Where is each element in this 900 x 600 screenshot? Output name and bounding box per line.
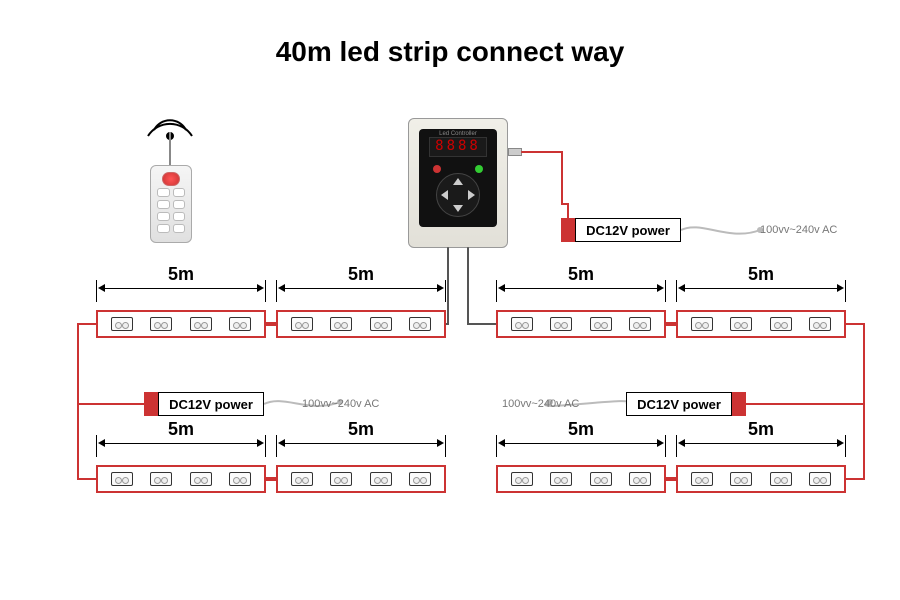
- led-strip: 5m: [276, 433, 446, 493]
- led-chip-icon: [809, 472, 831, 486]
- led-chip-icon: [150, 472, 172, 486]
- led-chip-icon: [190, 472, 212, 486]
- remote-power-icon: [162, 172, 180, 186]
- led-strip: 5m: [496, 433, 666, 493]
- arrow-up-icon: [453, 178, 463, 185]
- led-chip-icon: [330, 317, 352, 331]
- led-chip-icon: [229, 472, 251, 486]
- led-chip-icon: [770, 472, 792, 486]
- ac-voltage-label: 100vv~240v AC: [502, 398, 579, 410]
- led-chip-icon: [291, 472, 313, 486]
- arrow-down-icon: [453, 205, 463, 212]
- led-strip: 5m: [676, 433, 846, 493]
- controller-top-label: Led Controller: [419, 129, 497, 137]
- led-chip-icon: [590, 472, 612, 486]
- strip-length-label: 5m: [496, 419, 666, 440]
- led-strip: 5m: [496, 278, 666, 338]
- arrow-right-icon: [468, 190, 475, 200]
- led-strip: 5m: [96, 433, 266, 493]
- led-chip-icon: [550, 317, 572, 331]
- led-chip-icon: [730, 317, 752, 331]
- led-chip-icon: [111, 472, 133, 486]
- led-chip-icon: [730, 472, 752, 486]
- remote-antenna: [169, 132, 171, 166]
- controller-red-button-icon: [433, 165, 441, 173]
- led-chip-icon: [409, 317, 431, 331]
- led-controller: Led Controller 8888: [408, 118, 508, 248]
- led-chip-icon: [691, 317, 713, 331]
- led-strip: 5m: [276, 278, 446, 338]
- power-supply: DC12V power: [626, 392, 732, 416]
- diagram-title: 40m led strip connect way: [0, 36, 900, 68]
- remote-button-grid: [157, 188, 185, 233]
- led-chip-icon: [550, 472, 572, 486]
- led-chip-icon: [409, 472, 431, 486]
- ac-voltage-label: 100vv~240v AC: [760, 224, 837, 236]
- psu-dc-terminal: [561, 218, 575, 242]
- controller-dpad: [436, 173, 480, 217]
- led-chip-icon: [511, 472, 533, 486]
- psu-dc-terminal: [144, 392, 158, 416]
- arrow-left-icon: [441, 190, 448, 200]
- strip-length-label: 5m: [276, 419, 446, 440]
- led-chip-icon: [190, 317, 212, 331]
- led-chip-icon: [291, 317, 313, 331]
- led-chip-icon: [809, 317, 831, 331]
- rf-remote: [150, 165, 192, 243]
- led-strip: 5m: [96, 278, 266, 338]
- led-chip-icon: [770, 317, 792, 331]
- strip-length-label: 5m: [96, 419, 266, 440]
- ac-voltage-label: 100vv~240v AC: [302, 398, 379, 410]
- led-chip-icon: [590, 317, 612, 331]
- led-chip-icon: [629, 317, 651, 331]
- strip-length-label: 5m: [96, 264, 266, 285]
- led-chip-icon: [629, 472, 651, 486]
- led-chip-icon: [330, 472, 352, 486]
- strip-length-label: 5m: [676, 419, 846, 440]
- led-chip-icon: [370, 472, 392, 486]
- led-chip-icon: [111, 317, 133, 331]
- strip-length-label: 5m: [676, 264, 846, 285]
- led-chip-icon: [511, 317, 533, 331]
- led-chip-icon: [150, 317, 172, 331]
- psu-dc-terminal: [732, 392, 746, 416]
- controller-dc-jack: [508, 148, 522, 156]
- controller-display: 8888: [429, 137, 487, 157]
- led-chip-icon: [229, 317, 251, 331]
- controller-panel: Led Controller 8888: [419, 129, 497, 227]
- power-supply: DC12V power: [575, 218, 681, 242]
- strip-length-label: 5m: [496, 264, 666, 285]
- power-supply: DC12V power: [158, 392, 264, 416]
- controller-green-button-icon: [475, 165, 483, 173]
- led-chip-icon: [691, 472, 713, 486]
- led-strip: 5m: [676, 278, 846, 338]
- strip-length-label: 5m: [276, 264, 446, 285]
- led-chip-icon: [370, 317, 392, 331]
